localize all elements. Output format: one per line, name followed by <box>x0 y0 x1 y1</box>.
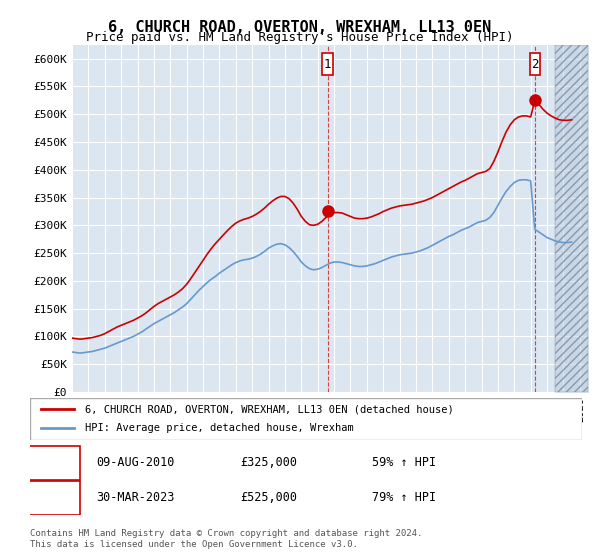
Text: 2: 2 <box>531 58 539 71</box>
Text: HPI: Average price, detached house, Wrexham: HPI: Average price, detached house, Wrex… <box>85 423 354 433</box>
Text: £525,000: £525,000 <box>240 491 297 504</box>
Text: 30-MAR-2023: 30-MAR-2023 <box>96 491 175 504</box>
Text: 6, CHURCH ROAD, OVERTON, WREXHAM, LL13 0EN (detached house): 6, CHURCH ROAD, OVERTON, WREXHAM, LL13 0… <box>85 404 454 414</box>
FancyBboxPatch shape <box>530 53 540 76</box>
Text: 79% ↑ HPI: 79% ↑ HPI <box>372 491 436 504</box>
FancyBboxPatch shape <box>322 53 333 76</box>
Text: 09-AUG-2010: 09-AUG-2010 <box>96 456 175 469</box>
Text: Contains HM Land Registry data © Crown copyright and database right 2024.
This d: Contains HM Land Registry data © Crown c… <box>30 529 422 549</box>
Text: 2: 2 <box>46 491 53 504</box>
FancyBboxPatch shape <box>19 446 80 479</box>
Text: 6, CHURCH ROAD, OVERTON, WREXHAM, LL13 0EN: 6, CHURCH ROAD, OVERTON, WREXHAM, LL13 0… <box>109 20 491 35</box>
Text: 59% ↑ HPI: 59% ↑ HPI <box>372 456 436 469</box>
Text: £325,000: £325,000 <box>240 456 297 469</box>
Text: Price paid vs. HM Land Registry's House Price Index (HPI): Price paid vs. HM Land Registry's House … <box>86 31 514 44</box>
Text: 1: 1 <box>324 58 331 71</box>
Text: 1: 1 <box>46 456 53 469</box>
FancyBboxPatch shape <box>19 481 80 515</box>
FancyBboxPatch shape <box>30 398 582 440</box>
